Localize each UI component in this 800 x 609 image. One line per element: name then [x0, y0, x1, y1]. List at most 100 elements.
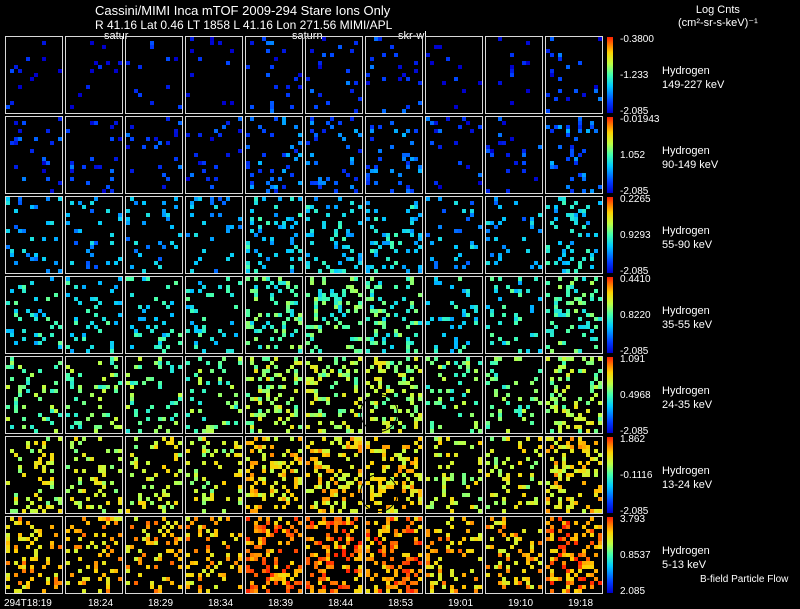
flux-pixel — [366, 589, 370, 593]
flux-pixel — [574, 213, 578, 217]
flux-pixel — [262, 325, 266, 329]
flux-pixel — [306, 377, 310, 381]
flux-pixel — [386, 569, 390, 573]
flux-pixel — [358, 549, 362, 553]
flux-pixel — [510, 545, 514, 549]
flux-pixel — [514, 317, 518, 321]
flux-pixel — [250, 117, 254, 121]
flux-pixel — [22, 537, 26, 541]
flux-pixel — [442, 209, 446, 213]
flux-pixel — [294, 301, 298, 305]
flux-pixel — [186, 525, 190, 529]
flux-pixel — [450, 397, 454, 401]
flux-pixel — [30, 237, 34, 241]
flux-pixel — [262, 37, 266, 41]
flux-pixel — [50, 277, 54, 281]
flux-pixel — [566, 213, 570, 217]
flux-pixel — [226, 381, 230, 385]
flux-pixel — [462, 313, 466, 317]
flux-pixel — [42, 237, 46, 241]
flux-pixel — [550, 165, 554, 169]
flux-pixel — [346, 373, 350, 377]
flux-pixel — [38, 477, 42, 481]
flux-pixel — [322, 501, 326, 505]
flux-pixel — [402, 481, 406, 485]
flux-pixel — [118, 533, 122, 537]
flux-pixel — [42, 169, 46, 173]
flux-pixel — [206, 529, 210, 533]
flux-pixel — [42, 57, 46, 61]
flux-pixel — [106, 185, 110, 189]
flux-pixel — [318, 581, 322, 585]
flux-pixel — [378, 361, 382, 365]
flux-pixel — [58, 325, 62, 329]
flux-pixel — [254, 461, 258, 465]
flux-pixel — [406, 105, 410, 109]
flux-pixel — [126, 61, 130, 65]
flux-pixel — [434, 357, 438, 361]
flux-pixel — [254, 277, 258, 281]
flux-pixel — [158, 505, 162, 509]
flux-pixel — [38, 533, 42, 537]
flux-pixel — [298, 213, 302, 217]
flux-pixel — [418, 553, 422, 557]
flux-pixel — [354, 557, 358, 561]
flux-pixel — [126, 381, 130, 385]
flux-pixel — [234, 421, 238, 425]
flux-pixel — [510, 533, 514, 537]
flux-pixel — [318, 297, 322, 301]
flux-pixel — [358, 293, 362, 297]
flux-pixel — [378, 529, 382, 533]
flux-pixel — [146, 541, 150, 545]
flux-pixel — [166, 213, 170, 217]
flux-pixel — [406, 525, 410, 529]
flux-pixel — [202, 349, 206, 353]
flux-pixel — [534, 497, 538, 501]
flux-pixel — [174, 421, 178, 425]
flux-pixel — [334, 293, 338, 297]
flux-pixel — [230, 253, 234, 257]
species-label: Hydrogen — [662, 545, 710, 557]
flux-pixel — [354, 109, 358, 113]
flux-pixel — [554, 97, 558, 101]
flux-pixel — [478, 125, 482, 129]
flux-pixel — [586, 545, 590, 549]
flux-pixel — [18, 517, 22, 521]
flux-pixel — [498, 141, 502, 145]
flux-pixel — [406, 249, 410, 253]
flux-pixel — [546, 437, 550, 441]
flux-pixel — [550, 161, 554, 165]
flux-pixel — [386, 577, 390, 581]
flux-pixel — [566, 589, 570, 593]
flux-pixel — [218, 377, 222, 381]
flux-pixel — [14, 493, 18, 497]
flux-pixel — [230, 533, 234, 537]
flux-pixel — [318, 481, 322, 485]
flux-pixel — [414, 529, 418, 533]
flux-pixel — [282, 153, 286, 157]
flux-pixel — [162, 517, 166, 521]
flux-pixel — [334, 525, 338, 529]
flux-pixel — [198, 57, 202, 61]
flux-pixel — [518, 485, 522, 489]
flux-pixel — [498, 561, 502, 565]
flux-pixel — [86, 249, 90, 253]
flux-pixel — [574, 557, 578, 561]
flux-pixel — [254, 437, 258, 441]
flux-pixel — [478, 457, 482, 461]
flux-pixel — [266, 181, 270, 185]
flux-pixel — [130, 325, 134, 329]
flux-pixel — [322, 437, 326, 441]
flux-pixel — [214, 461, 218, 465]
flux-pixel — [502, 461, 506, 465]
flux-pixel — [386, 361, 390, 365]
flux-pixel — [414, 441, 418, 445]
flux-pixel — [274, 437, 278, 441]
flux-pixel — [306, 517, 310, 521]
flux-pixel — [474, 317, 478, 321]
flux-pixel — [462, 89, 466, 93]
flux-pixel — [566, 569, 570, 573]
flux-pixel — [166, 541, 170, 545]
image-cell — [485, 276, 543, 354]
flux-pixel — [190, 37, 194, 41]
